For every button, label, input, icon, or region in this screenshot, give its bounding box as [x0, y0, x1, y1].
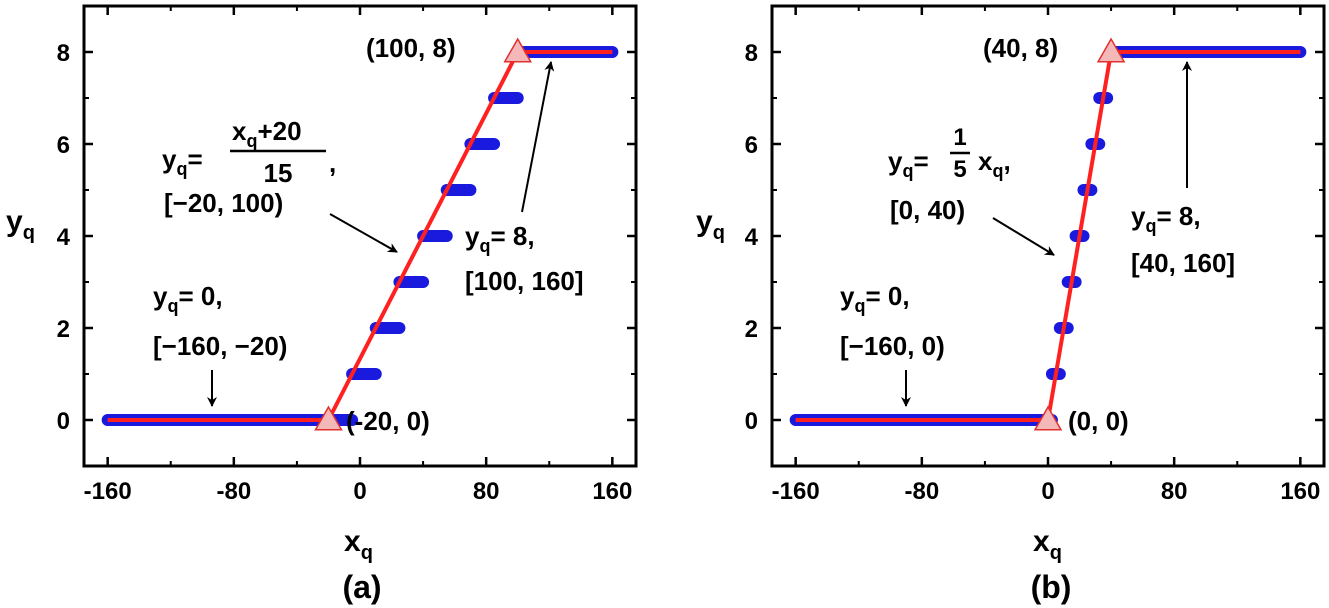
panel-b-label: (b): [1031, 569, 1072, 605]
triangle-marker: [1096, 37, 1126, 63]
svg-text:[−20, 100): [−20, 100): [164, 188, 283, 218]
svg-text:[−160, −20): [−160, −20): [153, 331, 287, 361]
panel-a-label: (a): [342, 569, 381, 605]
panel-a-plot-frame: [82, 4, 638, 468]
x-tick-label: 160: [592, 478, 632, 505]
y-tick-label: 4: [57, 224, 71, 251]
panel-b-annotation-zero: yq= 0, [−160, 0): [840, 281, 945, 407]
y-tick-label: 0: [745, 408, 758, 435]
x-tick-label: -80: [216, 478, 251, 505]
panel-b-marker-label-low: (0, 0): [1068, 406, 1129, 436]
svg-text:[40, 160]: [40, 160]: [1131, 248, 1235, 278]
y-tick-label: 4: [745, 224, 759, 251]
svg-text:15: 15: [264, 158, 293, 188]
triangle-marker: [1033, 405, 1063, 431]
panel-b-arrow-mid: [992, 217, 1055, 256]
panel-b-ticks: -160 -80 0 80 160 0 2 4 6 8: [745, 6, 1324, 505]
panel-a-annotation-zero: yq= 0, [−160, −20): [153, 281, 287, 407]
svg-text:yq= 8,: yq= 8,: [465, 221, 535, 256]
panel-b-annotation-mid: yq= 1 5 xq, [0, 40): [888, 124, 1055, 256]
y-tick-label: 8: [745, 40, 758, 67]
fit-line: [795, 50, 1301, 422]
panel-b-plot-frame: [770, 4, 1326, 468]
svg-text:yq= 8,: yq= 8,: [1131, 201, 1201, 236]
panel-a-arrow-top: [521, 61, 555, 213]
panel-b-ylabel: yq: [696, 205, 725, 244]
x-tick-label: 0: [1041, 478, 1054, 505]
x-tick-label: -160: [772, 478, 820, 505]
x-tick-label: 80: [1161, 478, 1188, 505]
panel-a-marker-label-high: (100, 8): [366, 33, 456, 63]
panel-a-ylabel: yq: [6, 205, 35, 244]
panel-b-marker-label-high: (40, 8): [983, 33, 1058, 63]
panel-b-xlabel: xq: [1033, 525, 1062, 564]
svg-text:yq= 0,: yq= 0,: [840, 281, 910, 316]
panel-a-fit-series: [107, 50, 613, 422]
x-tick-label: -160: [84, 478, 132, 505]
panel-a-staircase-series: [101, 46, 619, 426]
panel-a-marker-label-low: (-20, 0): [346, 406, 430, 436]
panel-a-arrow-mid: [329, 213, 398, 253]
panel-b-annotation-top: yq= 8, [40, 160]: [1131, 61, 1235, 278]
svg-text:[−160, 0): [−160, 0): [840, 331, 945, 361]
panel-b: -160 -80 0 80 160 0 2 4 6 8 xq yq (b) (0, 0) (40,…: [696, 4, 1326, 605]
svg-text:xq+20: xq+20: [232, 116, 302, 151]
panel-b-markers: [1033, 37, 1126, 431]
y-tick-label: 8: [57, 40, 70, 67]
fit-line: [107, 50, 613, 422]
panel-a: -160 -80 0 80 160 0 2 4 6 8 xq yq (a) (-20, 0) (1…: [6, 4, 638, 605]
x-tick-label: -80: [904, 478, 939, 505]
x-tick-label: 160: [1280, 478, 1320, 505]
y-tick-label: 2: [745, 316, 758, 343]
x-tick-label: 80: [473, 478, 500, 505]
svg-text:[100, 160]: [100, 160]: [465, 266, 584, 296]
svg-text:yq=: yq=: [888, 146, 929, 181]
y-tick-label: 6: [745, 132, 758, 159]
svg-text:xq,: xq,: [978, 146, 1011, 181]
y-tick-label: 2: [57, 316, 70, 343]
svg-text:yq=: yq=: [162, 144, 203, 179]
panel-a-annotation-top: yq= 8, [100, 160]: [465, 61, 584, 296]
svg-text:yq= 0,: yq= 0,: [153, 281, 223, 316]
triangle-marker: [314, 405, 343, 431]
svg-text:,: ,: [329, 148, 336, 178]
panel-b-staircase-series: [789, 46, 1307, 426]
panel-a-xlabel: xq: [344, 525, 373, 564]
panel-a-markers: [314, 37, 533, 431]
svg-text:[0, 40): [0, 40): [890, 195, 965, 225]
y-tick-label: 6: [57, 132, 70, 159]
x-tick-label: 0: [353, 478, 366, 505]
y-tick-label: 0: [57, 408, 70, 435]
triangle-marker: [503, 37, 533, 63]
panel-b-fit-series: [795, 50, 1301, 422]
panel-a-annotation-mid: yq= xq+20 15 , [−20, 100): [162, 116, 398, 253]
panel-a-ticks: -160 -80 0 80 160 0 2 4 6 8: [57, 6, 636, 505]
svg-text:1: 1: [953, 124, 966, 151]
svg-text:5: 5: [953, 156, 966, 183]
